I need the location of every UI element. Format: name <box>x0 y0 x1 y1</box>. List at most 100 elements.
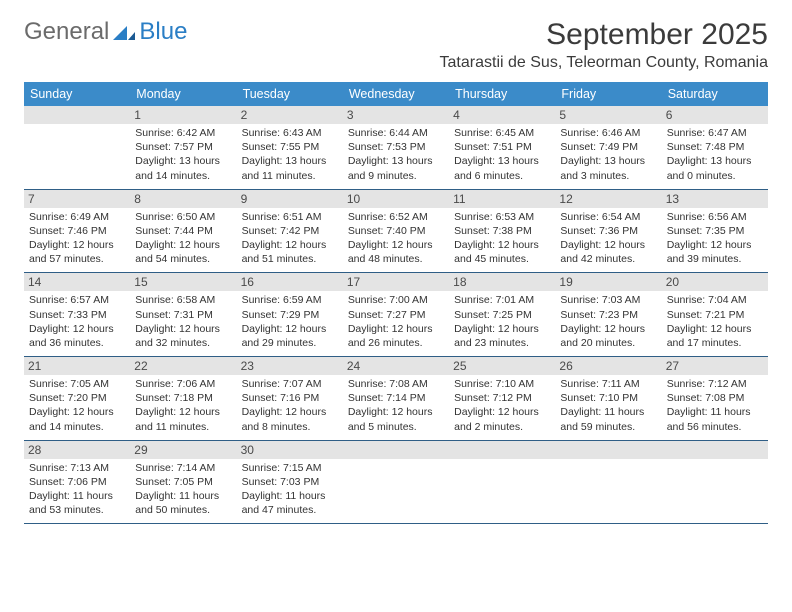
sunrise-line: Sunrise: 6:43 AM <box>242 126 338 140</box>
day-cell: 21Sunrise: 7:05 AMSunset: 7:20 PMDayligh… <box>24 357 130 440</box>
day-number <box>24 106 130 124</box>
day-number: 29 <box>130 441 236 459</box>
day-cell: 11 Sunrise: 6:53 AMSunset: 7:38 PMDayligh… <box>449 190 555 273</box>
daylight-line-2: and 56 minutes. <box>667 420 763 434</box>
day-number: 13 <box>662 190 768 208</box>
day-info: Sunrise: 7:06 AMSunset: 7:18 PMDaylight:… <box>135 377 231 434</box>
sunset-line: Sunset: 7:23 PM <box>560 308 656 322</box>
sunrise-line: Sunrise: 6:54 AM <box>560 210 656 224</box>
daylight-line-2: and 42 minutes. <box>560 252 656 266</box>
logo: General Blue <box>24 18 187 46</box>
sunset-line: Sunset: 7:06 PM <box>29 475 125 489</box>
day-info: Sunrise: 7:00 AMSunset: 7:27 PMDaylight:… <box>348 293 444 350</box>
day-number: 15 <box>130 273 236 291</box>
sunset-line: Sunset: 7:16 PM <box>242 391 338 405</box>
daylight-line-1: Daylight: 12 hours <box>135 238 231 252</box>
sunset-line: Sunset: 7:27 PM <box>348 308 444 322</box>
daylight-line-1: Daylight: 12 hours <box>667 238 763 252</box>
daylight-line-2: and 57 minutes. <box>29 252 125 266</box>
sunrise-line: Sunrise: 6:56 AM <box>667 210 763 224</box>
daylight-line-2: and 29 minutes. <box>242 336 338 350</box>
day-number: 25 <box>449 357 555 375</box>
daylight-line-2: and 36 minutes. <box>29 336 125 350</box>
day-info: Sunrise: 6:51 AMSunset: 7:42 PMDaylight:… <box>242 210 338 267</box>
day-number: 27 <box>662 357 768 375</box>
sunrise-line: Sunrise: 6:51 AM <box>242 210 338 224</box>
day-number: 20 <box>662 273 768 291</box>
sunset-line: Sunset: 7:10 PM <box>560 391 656 405</box>
daylight-line-1: Daylight: 12 hours <box>560 322 656 336</box>
day-cell <box>662 441 768 524</box>
sunset-line: Sunset: 7:42 PM <box>242 224 338 238</box>
daylight-line-2: and 6 minutes. <box>454 169 550 183</box>
daylight-line-1: Daylight: 11 hours <box>242 489 338 503</box>
day-cell: 5Sunrise: 6:46 AMSunset: 7:49 PMDaylight… <box>555 106 661 189</box>
day-info: Sunrise: 6:53 AMSunset: 7:38 PMDaylight:… <box>454 210 550 267</box>
day-number: 12 <box>555 190 661 208</box>
sunset-line: Sunset: 7:38 PM <box>454 224 550 238</box>
day-header-row: Sunday Monday Tuesday Wednesday Thursday… <box>24 82 768 106</box>
daylight-line-1: Daylight: 12 hours <box>454 238 550 252</box>
sunrise-line: Sunrise: 6:57 AM <box>29 293 125 307</box>
sunrise-line: Sunrise: 6:42 AM <box>135 126 231 140</box>
daylight-line-2: and 23 minutes. <box>454 336 550 350</box>
day-cell: 4Sunrise: 6:45 AMSunset: 7:51 PMDaylight… <box>449 106 555 189</box>
day-number: 22 <box>130 357 236 375</box>
day-cell: 29Sunrise: 7:14 AMSunset: 7:05 PMDayligh… <box>130 441 236 524</box>
sunrise-line: Sunrise: 7:11 AM <box>560 377 656 391</box>
day-cell: 13 Sunrise: 6:56 AMSunset: 7:35 PMDayligh… <box>662 190 768 273</box>
day-cell: 28Sunrise: 7:13 AMSunset: 7:06 PMDayligh… <box>24 441 130 524</box>
location-subtitle: Tatarastii de Sus, Teleorman County, Rom… <box>440 54 768 72</box>
sunrise-line: Sunrise: 7:06 AM <box>135 377 231 391</box>
day-info: Sunrise: 6:56 AMSunset: 7:35 PMDaylight:… <box>667 210 763 267</box>
daylight-line-1: Daylight: 12 hours <box>135 322 231 336</box>
day-number: 1 <box>130 106 236 124</box>
day-number: 6 <box>662 106 768 124</box>
day-info: Sunrise: 7:01 AMSunset: 7:25 PMDaylight:… <box>454 293 550 350</box>
day-number: 10 <box>343 190 449 208</box>
day-cell: 23Sunrise: 7:07 AMSunset: 7:16 PMDayligh… <box>237 357 343 440</box>
day-info: Sunrise: 6:50 AMSunset: 7:44 PMDaylight:… <box>135 210 231 267</box>
daylight-line-2: and 50 minutes. <box>135 503 231 517</box>
day-cell <box>449 441 555 524</box>
sunrise-line: Sunrise: 6:50 AM <box>135 210 231 224</box>
daylight-line-2: and 11 minutes. <box>135 420 231 434</box>
sunrise-line: Sunrise: 6:44 AM <box>348 126 444 140</box>
sunrise-line: Sunrise: 6:52 AM <box>348 210 444 224</box>
logo-text-2: Blue <box>139 18 187 46</box>
day-info: Sunrise: 7:12 AMSunset: 7:08 PMDaylight:… <box>667 377 763 434</box>
day-info: Sunrise: 6:57 AMSunset: 7:33 PMDaylight:… <box>29 293 125 350</box>
day-number: 28 <box>24 441 130 459</box>
dayhead-thu: Thursday <box>449 82 555 106</box>
day-number <box>343 441 449 459</box>
daylight-line-1: Daylight: 12 hours <box>29 322 125 336</box>
daylight-line-2: and 14 minutes. <box>29 420 125 434</box>
day-cell: 15Sunrise: 6:58 AMSunset: 7:31 PMDayligh… <box>130 273 236 356</box>
sunrise-line: Sunrise: 7:05 AM <box>29 377 125 391</box>
day-number: 8 <box>130 190 236 208</box>
sunset-line: Sunset: 7:08 PM <box>667 391 763 405</box>
sunset-line: Sunset: 7:48 PM <box>667 140 763 154</box>
day-number: 17 <box>343 273 449 291</box>
daylight-line-1: Daylight: 13 hours <box>667 154 763 168</box>
sunrise-line: Sunrise: 7:10 AM <box>454 377 550 391</box>
sunrise-line: Sunrise: 7:14 AM <box>135 461 231 475</box>
sunset-line: Sunset: 7:49 PM <box>560 140 656 154</box>
day-number: 4 <box>449 106 555 124</box>
day-number: 14 <box>24 273 130 291</box>
sunset-line: Sunset: 7:21 PM <box>667 308 763 322</box>
day-info: Sunrise: 6:46 AMSunset: 7:49 PMDaylight:… <box>560 126 656 183</box>
daylight-line-1: Daylight: 12 hours <box>667 322 763 336</box>
daylight-line-2: and 8 minutes. <box>242 420 338 434</box>
sunset-line: Sunset: 7:31 PM <box>135 308 231 322</box>
daylight-line-1: Daylight: 12 hours <box>29 405 125 419</box>
daylight-line-2: and 45 minutes. <box>454 252 550 266</box>
day-cell: 30Sunrise: 7:15 AMSunset: 7:03 PMDayligh… <box>237 441 343 524</box>
day-number <box>555 441 661 459</box>
day-info: Sunrise: 7:10 AMSunset: 7:12 PMDaylight:… <box>454 377 550 434</box>
day-number: 11 <box>449 190 555 208</box>
daylight-line-2: and 26 minutes. <box>348 336 444 350</box>
dayhead-wed: Wednesday <box>343 82 449 106</box>
sunrise-line: Sunrise: 6:47 AM <box>667 126 763 140</box>
sunset-line: Sunset: 7:18 PM <box>135 391 231 405</box>
